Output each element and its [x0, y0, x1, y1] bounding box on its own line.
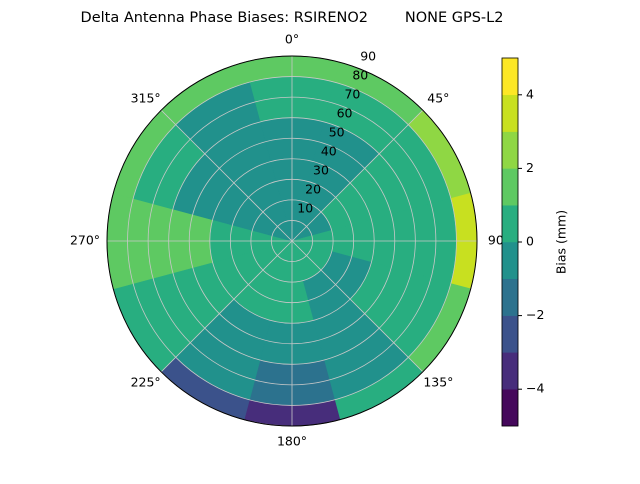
- colorbar-band: [501, 241, 519, 280]
- polar-frame: [106, 55, 478, 427]
- colorbar-tick-label: 0: [526, 234, 534, 249]
- angular-tick-label: 0°: [285, 32, 299, 47]
- colorbar-tick-label: 2: [526, 160, 534, 175]
- angular-grid-line: [160, 109, 293, 242]
- angular-tick-label: 315°: [131, 90, 161, 105]
- colorbar-label: Bias (mm): [554, 210, 569, 274]
- angular-tick-label: 45°: [427, 90, 449, 105]
- angular-grid-line: [291, 240, 424, 373]
- colorbar-tick-label: 4: [526, 86, 534, 101]
- colorbar-band: [501, 352, 519, 390]
- radial-tick-label: 30: [313, 163, 329, 178]
- colorbar-band: [501, 168, 519, 206]
- colorbar-band: [501, 94, 519, 132]
- angular-tick-label: 270°: [70, 233, 100, 248]
- angular-grid-line: [291, 109, 424, 242]
- colorbar-band: [501, 57, 519, 96]
- radial-tick-label: 70: [344, 87, 360, 102]
- colorbar-band: [501, 278, 519, 316]
- colorbar-band: [501, 315, 519, 353]
- colorbar-tick-label: −4: [526, 381, 544, 396]
- angular-tick-label: 135°: [423, 375, 453, 390]
- chart-title: Delta Antenna Phase Biases: RSIRENO2 NON…: [81, 10, 504, 26]
- colorbar-band: [501, 388, 519, 427]
- angular-tick-label: 225°: [131, 375, 161, 390]
- radial-tick-label: 60: [337, 106, 353, 121]
- colorbar-band: [501, 131, 519, 169]
- radial-tick-label: 80: [352, 68, 368, 83]
- radial-tick-label: 40: [321, 144, 337, 159]
- radial-tick-label: 50: [329, 125, 345, 140]
- colorbar-band: [501, 204, 519, 243]
- radial-tick-label: 20: [305, 182, 321, 197]
- angular-tick-label: 180°: [277, 434, 307, 449]
- radial-tick-label: 90: [360, 49, 376, 64]
- radial-tick-label: 10: [297, 201, 313, 216]
- colorbar-tick-label: −2: [526, 307, 544, 322]
- angular-grid-line: [160, 240, 293, 373]
